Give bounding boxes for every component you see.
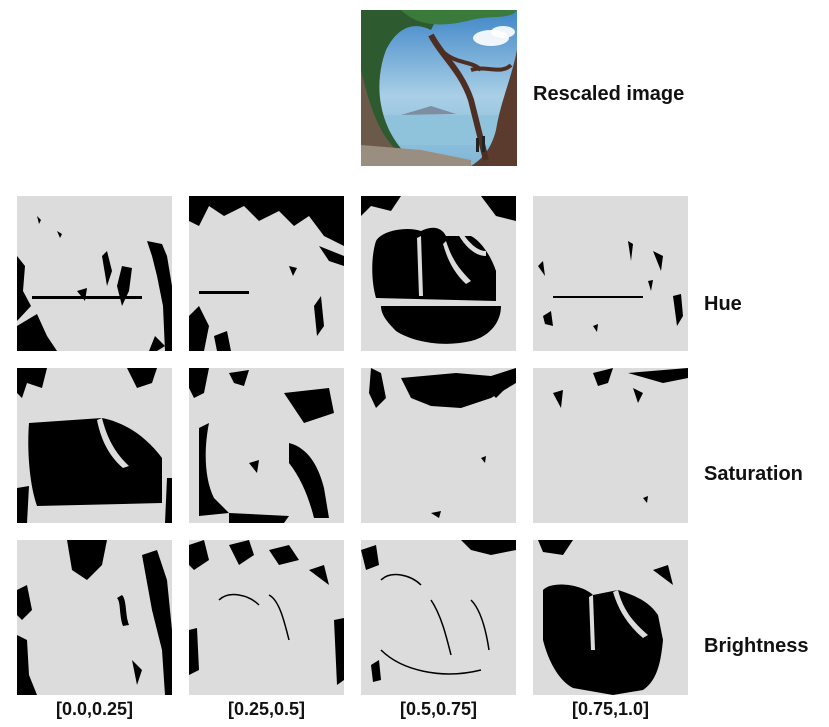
row-label-hue: Hue [704, 293, 742, 315]
brightness-mask-4 [533, 540, 688, 695]
column-label-2: [0.25,0.5] [227, 699, 306, 719]
saturation-mask-3 [361, 368, 516, 523]
saturation-mask-2 [189, 368, 344, 523]
hue-mask-3 [361, 196, 516, 351]
saturation-mask-4 [533, 368, 688, 523]
hue-mask-1 [17, 196, 172, 351]
column-label-4: [0.75,1.0] [571, 699, 650, 719]
column-label-3: [0.5,0.75] [399, 699, 478, 719]
brightness-mask-1 [17, 540, 172, 695]
rescaled-image-label: Rescaled image [533, 83, 685, 105]
row-label-brightness: Brightness [704, 635, 809, 657]
row-label-saturation: Saturation [704, 463, 803, 485]
hue-mask-4 [533, 196, 688, 351]
saturation-mask-1 [17, 368, 172, 523]
rescaled-image [361, 10, 517, 166]
brightness-mask-3 [361, 540, 516, 695]
hue-mask-2 [189, 196, 344, 351]
brightness-mask-2 [189, 540, 344, 695]
column-label-1: [0.0,0.25] [55, 699, 134, 719]
